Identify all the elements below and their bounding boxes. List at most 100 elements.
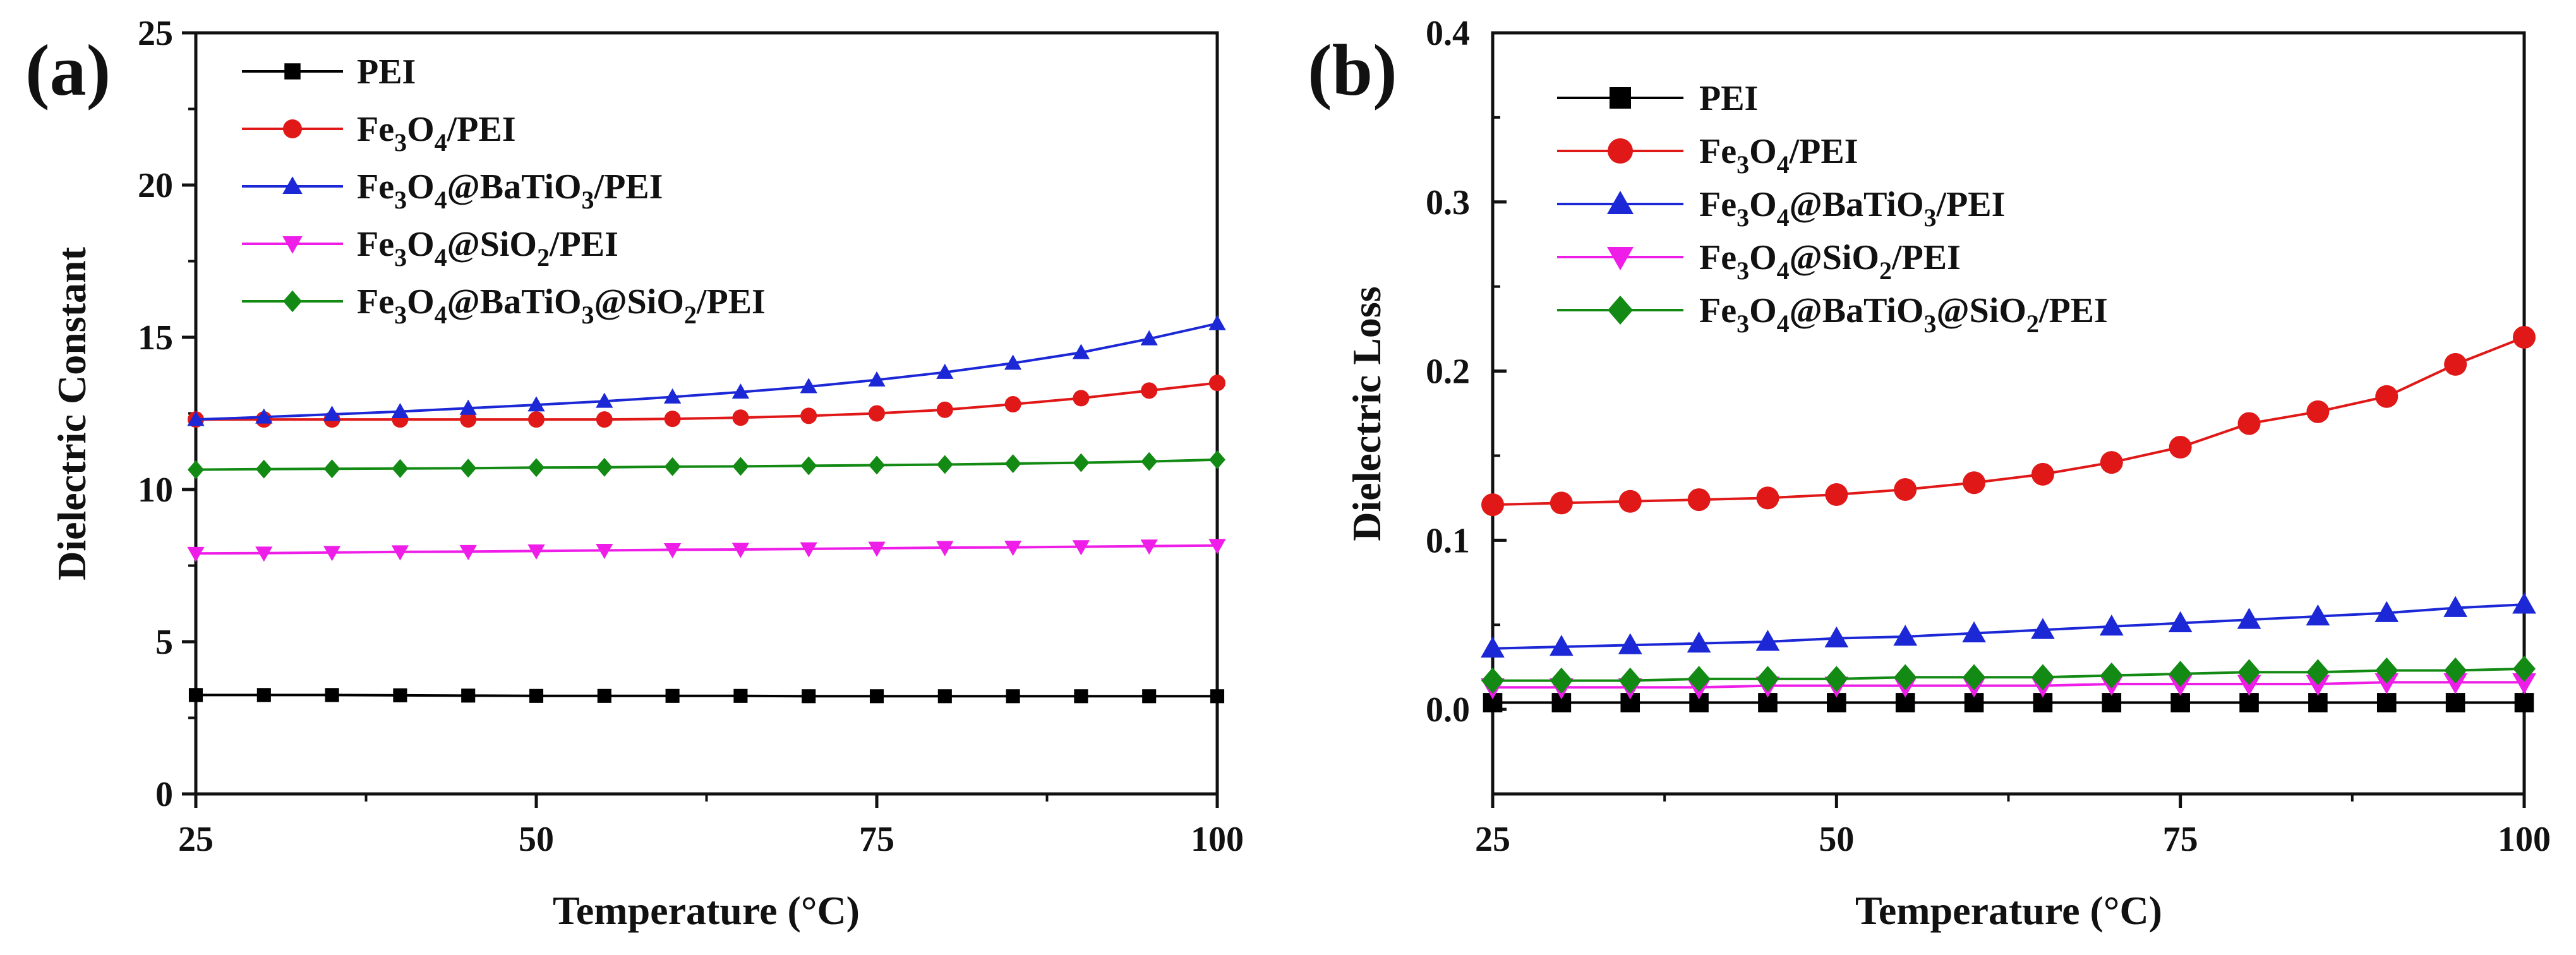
panel-a-point-pei	[1142, 689, 1157, 704]
panel-a-legend-item-fe3o4-sio2-pei: Fe3O4@SiO2/PEI	[242, 225, 618, 272]
panel-b-point-fe3o4-batio3-sio2-pei	[2169, 661, 2192, 687]
panel-b-point-pei	[2102, 693, 2122, 712]
panel-a: (a) 25 50 75 100 0 5 10 15 20 25 Dielectric Const…	[25, 14, 1244, 933]
panel-a-point-fe3o4-sio2-pei	[187, 546, 205, 562]
panel-a-point-fe3o4-sio2-pei	[868, 541, 886, 557]
panel-a-point-fe3o4-sio2-pei	[1004, 541, 1022, 556]
panel-a-point-pei	[1210, 689, 1225, 704]
panel-a-point-pei	[597, 688, 611, 703]
panel-b-point-fe3o4-pei	[1825, 483, 1848, 507]
panel-b-point-fe3o4-batio3-sio2-pei	[1756, 666, 1779, 692]
panel-b-point-fe3o4-pei	[1550, 491, 1573, 515]
panel-a-point-fe3o4-batio3-pei	[596, 392, 613, 408]
panel-b-legend-item-pei: PEI	[1557, 79, 1758, 118]
panel-b-y-axis-title: Dielectric Loss	[1344, 286, 1389, 541]
panel-b-point-fe3o4-pei	[2100, 451, 2123, 474]
panel-a-point-fe3o4-sio2-pei	[596, 544, 613, 560]
panel-a-axes: 25 50 75 100 0 5 10 15 20 25	[138, 14, 1244, 859]
panel-a-point-fe3o4-sio2-pei	[1072, 540, 1090, 556]
panel-a-point-fe3o4-batio3-sio2-pei	[596, 457, 613, 477]
panel-b-point-fe3o4-batio3-pei	[2237, 608, 2261, 629]
panel-a-series	[187, 315, 1226, 704]
panel-a-series-fe3o4-batio3-sio2-pei	[188, 450, 1225, 479]
panel-a-point-fe3o4-batio3-pei	[731, 383, 750, 399]
panel-a-point-fe3o4-sio2-pei	[800, 542, 817, 558]
panel-b-legend-label: Fe3O4@BaTiO3/PEI	[1699, 185, 2005, 232]
panel-a-point-pei	[869, 689, 884, 704]
panel-b-legend-marker	[1607, 191, 1634, 214]
panel-b-point-fe3o4-pei	[1963, 471, 1986, 495]
panel-a-point-fe3o4-batio3-sio2-pei	[255, 459, 272, 479]
panel-a-legend-item-fe3o4-batio3-sio2-pei: Fe3O4@BaTiO3@SiO2/PEI	[242, 282, 766, 329]
panel-b-series-fe3o4-batio3-sio2-pei	[1481, 656, 2536, 694]
panel-a-point-fe3o4-batio3-pei	[868, 371, 886, 387]
panel-a-point-fe3o4-batio3-sio2-pei	[1209, 450, 1225, 469]
panel-a-point-fe3o4-batio3-sio2-pei	[460, 459, 477, 478]
panel-b-point-fe3o4-pei	[2513, 326, 2536, 349]
panel-a-point-fe3o4-sio2-pei	[527, 544, 545, 560]
panel-b-point-fe3o4-pei	[1894, 478, 1917, 501]
panel-b-point-fe3o4-batio3-sio2-pei	[1618, 667, 1642, 694]
panel-a-point-fe3o4-batio3-sio2-pei	[732, 457, 749, 476]
panel-a-legend-item-fe3o4-pei: Fe3O4/PEI	[242, 110, 516, 157]
panel-b-x-tick-label: 75	[2163, 820, 2198, 859]
panel-a-point-fe3o4-batio3-pei	[187, 411, 205, 426]
panel-b-point-pei	[2514, 693, 2534, 712]
panel-a-series-fe3o4-sio2-pei	[187, 539, 1226, 562]
panel-b-point-fe3o4-batio3-pei	[1962, 621, 1986, 643]
panel-a-legend-label: Fe3O4@SiO2/PEI	[357, 225, 618, 272]
panel-b-point-fe3o4-pei	[1618, 490, 1642, 513]
panel-b-legend-item-fe3o4-pei: Fe3O4/PEI	[1557, 132, 1858, 179]
panel-a-point-pei	[1006, 689, 1020, 704]
panel-a-point-fe3o4-pei	[800, 407, 817, 424]
panel-b-legend-item-fe3o4-batio3-sio2-pei: Fe3O4@BaTiO3@SiO2/PEI	[1557, 291, 2108, 338]
panel-a-point-fe3o4-pei	[1073, 390, 1090, 407]
panel-b-point-pei	[2239, 693, 2259, 712]
panel-b-legend-marker	[1607, 247, 1634, 270]
panel-a-point-pei	[937, 689, 952, 704]
panel-b-point-fe3o4-batio3-pei	[2099, 615, 2124, 636]
panel-b-point-fe3o4-batio3-pei	[1481, 636, 1505, 658]
panel-a-point-fe3o4-sio2-pei	[391, 545, 409, 561]
panel-a-legend-label: Fe3O4@BaTiO3@SiO2/PEI	[357, 282, 766, 329]
panel-a-point-fe3o4-sio2-pei	[663, 543, 682, 559]
panel-a-y-tick-label: 20	[138, 166, 173, 205]
panel-b-legend-label: PEI	[1699, 79, 1758, 118]
panel-b-point-fe3o4-batio3-sio2-pei	[2237, 659, 2261, 685]
panel-b-point-fe3o4-pei	[2306, 400, 2330, 423]
panel-a-point-fe3o4-batio3-pei	[1140, 330, 1158, 345]
panel-b-legend-label: Fe3O4@SiO2/PEI	[1699, 238, 1961, 285]
panel-b-point-fe3o4-pei	[2237, 412, 2261, 435]
panel-a-point-fe3o4-batio3-sio2-pei	[869, 455, 885, 475]
panel-b-point-fe3o4-pei	[1481, 493, 1504, 517]
panel-b-y-tick-label: 0.4	[1426, 14, 1470, 53]
panel-a-point-fe3o4-sio2-pei	[255, 546, 273, 562]
panel-b-x-tick-label: 100	[2498, 820, 2551, 859]
panel-a-point-fe3o4-batio3-sio2-pei	[528, 458, 545, 478]
panel-b-point-fe3o4-batio3-pei	[1687, 631, 1711, 653]
panel-b-point-fe3o4-batio3-sio2-pei	[2100, 662, 2123, 689]
panel-b-line-fe3o4-sio2-pei	[1493, 681, 2524, 689]
panel-b-legend-item-fe3o4-sio2-pei: Fe3O4@SiO2/PEI	[1557, 238, 1961, 285]
panel-b-y-tick-label: 0.1	[1426, 521, 1470, 560]
panel-b-point-pei	[2308, 693, 2328, 712]
panel-a-point-fe3o4-batio3-sio2-pei	[392, 459, 409, 478]
panel-a-label: (a)	[25, 30, 111, 111]
panel-b-series	[1481, 326, 2536, 712]
panel-b-y-tick-label: 0.2	[1426, 352, 1470, 392]
panel-b-label: (b)	[1308, 30, 1397, 111]
panel-a-point-fe3o4-batio3-sio2-pei	[1073, 453, 1090, 472]
panel-a-point-pei	[256, 688, 271, 702]
panel-a-point-fe3o4-pei	[1004, 396, 1021, 413]
panel-a-point-fe3o4-pei	[596, 411, 613, 428]
panel-a-point-fe3o4-batio3-sio2-pei	[323, 459, 340, 479]
panel-b-point-fe3o4-batio3-pei	[2512, 592, 2536, 614]
panel-a-point-pei	[188, 688, 203, 702]
panel-b-point-fe3o4-pei	[1687, 488, 1711, 512]
panel-b-x-tick-label: 25	[1475, 820, 1510, 859]
panel-a-series-fe3o4-batio3-pei	[187, 315, 1226, 426]
panel-a-point-fe3o4-batio3-pei	[800, 378, 817, 393]
panel-b-point-fe3o4-batio3-sio2-pei	[2444, 657, 2467, 684]
panel-b-point-pei	[2170, 693, 2190, 712]
panel-a-point-fe3o4-pei	[1141, 382, 1158, 399]
